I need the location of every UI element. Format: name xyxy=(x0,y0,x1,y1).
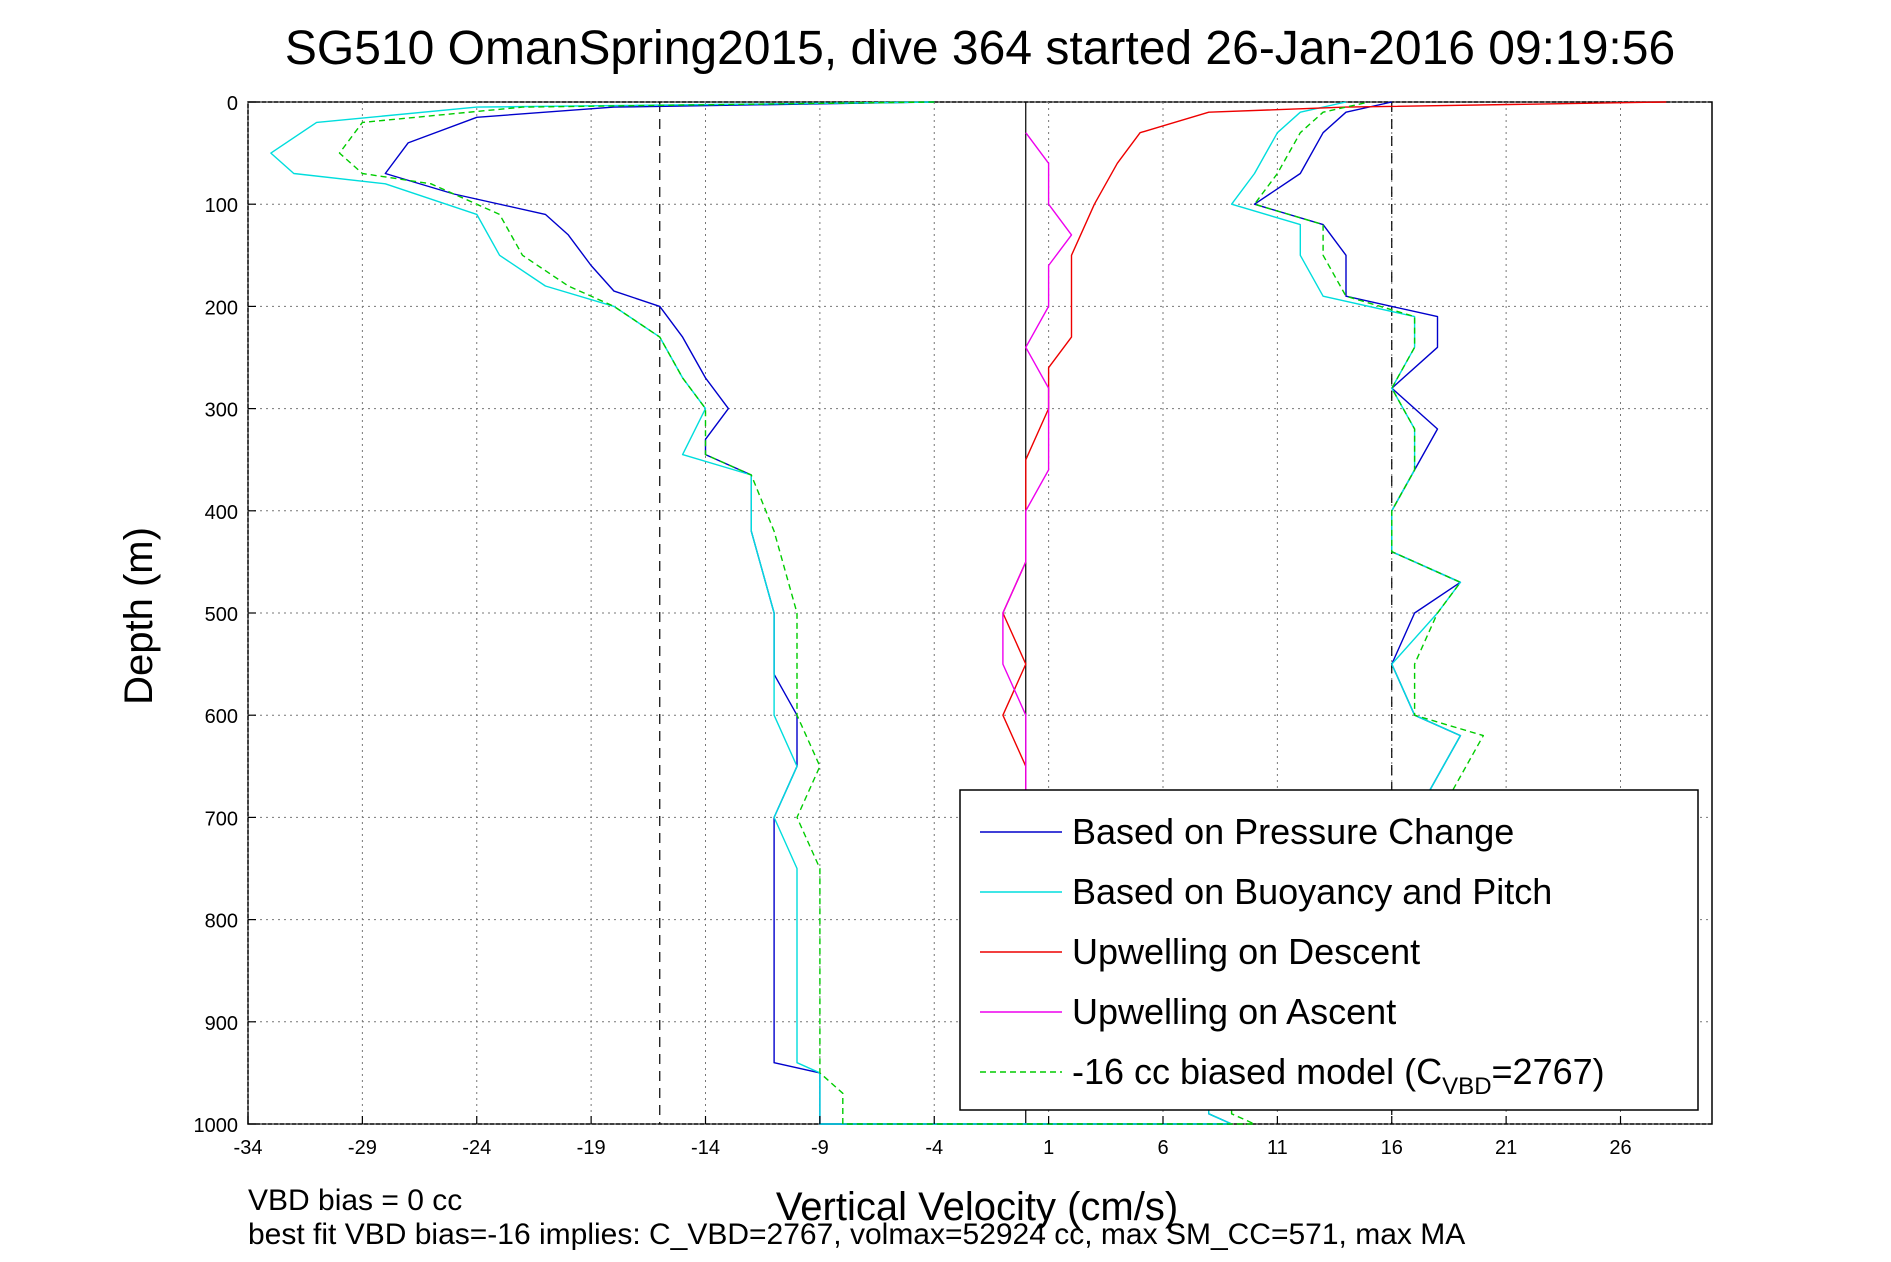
legend-label-text: Upwelling on Descent xyxy=(1072,931,1420,972)
x-tick-label: -14 xyxy=(691,1137,720,1159)
series-line xyxy=(338,101,1485,1125)
y-tick-label: 900 xyxy=(205,1013,238,1035)
x-axis-ticks: -34 -29 -24 -19 -14 -9 -4 1 6 11 16 21 26 xyxy=(234,1116,1632,1159)
y-axis-ticks: 0 100 200 300 400 500 600 700 800 900 1000 xyxy=(194,93,256,1137)
legend-label-suffix: =2767) xyxy=(1492,1051,1605,1092)
x-tick-label: -29 xyxy=(348,1137,377,1159)
y-tick-label: 500 xyxy=(205,604,238,626)
legend-label: -16 cc biased model (CVBD=2767) xyxy=(1072,1051,1605,1100)
y-tick-label: 100 xyxy=(205,195,238,217)
x-tick-label: 6 xyxy=(1157,1137,1168,1159)
chart-title: SG510 OmanSpring2015, dive 364 started 2… xyxy=(285,22,1675,75)
legend-label: Upwelling on Descent xyxy=(1072,931,1420,972)
y-tick-label: 1000 xyxy=(194,1115,239,1137)
y-tick-label: 200 xyxy=(205,297,238,319)
y-tick-label: 400 xyxy=(205,502,238,524)
y-tick-label: 300 xyxy=(205,400,238,422)
legend-label-text: Upwelling on Ascent xyxy=(1072,991,1396,1032)
series-line xyxy=(1002,101,1667,818)
y-axis-label: Depth (m) xyxy=(117,527,161,705)
legend-label-subscript: VBD xyxy=(1442,1073,1491,1100)
legend-box xyxy=(959,789,1699,1111)
x-tick-label: 26 xyxy=(1609,1137,1631,1159)
x-tick-label: 11 xyxy=(1267,1137,1288,1159)
legend-label-text: Based on Pressure Change xyxy=(1072,811,1514,852)
legend-label: Based on Pressure Change xyxy=(1072,811,1514,852)
legend-label: Based on Buoyancy and Pitch xyxy=(1072,871,1552,912)
legend-label-text: Based on Buoyancy and Pitch xyxy=(1072,871,1552,912)
legend: Based on Pressure Change Based on Buoyanc… xyxy=(959,789,1699,1111)
x-tick-label: 1 xyxy=(1043,1137,1054,1159)
legend-label: Upwelling on Ascent xyxy=(1072,991,1396,1032)
x-tick-label: -34 xyxy=(234,1137,263,1159)
x-tick-label: 16 xyxy=(1381,1137,1403,1159)
y-tick-label: 700 xyxy=(205,808,238,830)
x-tick-label: -19 xyxy=(577,1137,606,1159)
y-tick-label: 800 xyxy=(205,911,238,933)
x-tick-label: -24 xyxy=(462,1137,491,1159)
x-tick-label: -4 xyxy=(925,1137,943,1159)
series-line xyxy=(1002,132,1073,818)
x-axis-label: Vertical Velocity (cm/s) xyxy=(776,1185,1178,1229)
y-tick-label: 0 xyxy=(227,93,238,115)
y-tick-label: 600 xyxy=(205,706,238,728)
bias-note: VBD bias = 0 cc xyxy=(248,1184,462,1217)
x-tick-label: 21 xyxy=(1495,1137,1517,1159)
legend-label-text: -16 cc biased model (C xyxy=(1072,1051,1442,1092)
legend-entries: Based on Pressure Change Based on Buoyanc… xyxy=(980,811,1605,1100)
best-fit-note: best fit VBD bias=-16 implies: C_VBD=276… xyxy=(248,1218,1465,1251)
x-tick-label: -9 xyxy=(811,1137,829,1159)
